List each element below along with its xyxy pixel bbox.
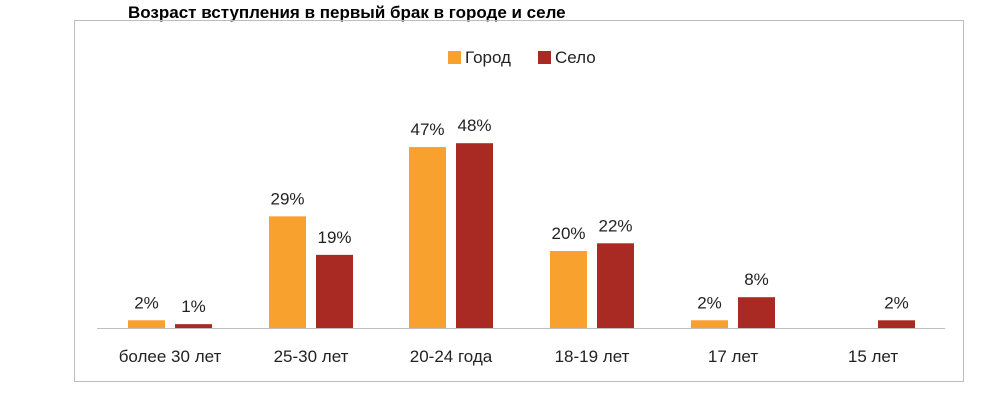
bar-selo-5 xyxy=(878,320,915,328)
data-label-selo-1: 19% xyxy=(317,228,351,247)
x-tick-label-0: более 30 лет xyxy=(119,347,222,366)
legend: Город Село xyxy=(448,48,596,67)
data-label-gorod-4: 2% xyxy=(697,293,722,312)
bar-selo-2 xyxy=(456,143,493,328)
legend-label-selo: Село xyxy=(555,48,596,67)
x-tick-label-2: 20-24 года xyxy=(410,347,493,366)
data-label-gorod-2: 47% xyxy=(410,120,444,139)
bar-selo-3 xyxy=(597,243,634,328)
x-tick-label-3: 18-19 лет xyxy=(555,347,630,366)
data-label-gorod-1: 29% xyxy=(270,189,304,208)
data-label-selo-0: 1% xyxy=(181,297,206,316)
data-label-selo-4: 8% xyxy=(744,270,769,289)
bars: 2% 1% 29% 19% 47% 48% 20% 22% 2% 8% 2% xyxy=(128,116,915,328)
bar-selo-1 xyxy=(316,254,353,328)
bar-gorod-1 xyxy=(269,216,306,328)
x-tick-label-5: 15 лет xyxy=(848,347,898,366)
bar-gorod-3 xyxy=(550,251,587,328)
x-tick-label-4: 17 лет xyxy=(708,347,758,366)
bar-gorod-0 xyxy=(128,320,165,328)
x-tick-labels: более 30 лет 25-30 лет 20-24 года 18-19 лет… xyxy=(119,347,899,366)
chart-frame xyxy=(74,20,964,382)
bar-gorod-2 xyxy=(409,147,446,328)
bar-selo-4 xyxy=(738,297,775,328)
data-label-selo-3: 22% xyxy=(598,216,632,235)
data-label-selo-5: 2% xyxy=(884,293,909,312)
data-label-selo-2: 48% xyxy=(457,116,491,135)
chart-title: Возраст вступления в первый брак в город… xyxy=(128,3,566,22)
legend-swatch-selo xyxy=(538,51,551,64)
legend-swatch-gorod xyxy=(448,51,461,64)
x-tick-label-1: 25-30 лет xyxy=(274,347,349,366)
legend-label-gorod: Город xyxy=(465,48,511,67)
bar-selo-0 xyxy=(175,324,212,328)
data-label-gorod-3: 20% xyxy=(551,224,585,243)
bar-gorod-4 xyxy=(691,320,728,328)
data-label-gorod-0: 2% xyxy=(134,293,159,312)
